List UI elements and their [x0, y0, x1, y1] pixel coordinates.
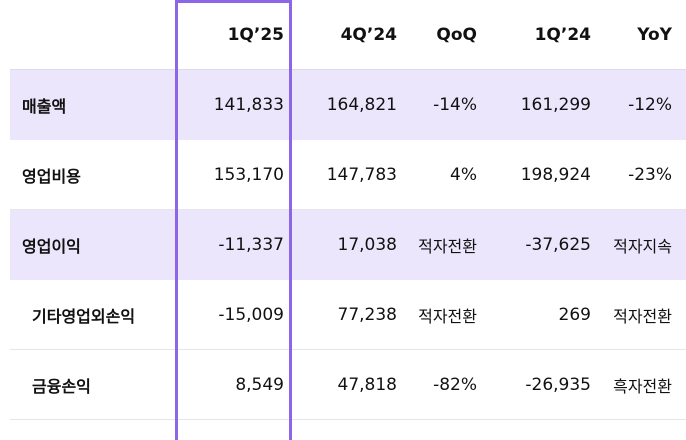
cell-1q25: -11,337: [218, 235, 284, 255]
cell-1q25: -15,009: [218, 304, 284, 325]
cell-4q24: 47,818: [337, 374, 397, 395]
header-qoq: QoQ: [436, 24, 477, 45]
cell-yoy: 흑자전환: [613, 376, 672, 396]
table-row-other-non-operating: 기타영업외손익 -15,009 77,238 적자전환 269 적자전환: [10, 280, 686, 350]
header-1q25: 1Q’25: [227, 24, 284, 45]
table-row-operating-income: 영업이익 -11,337 17,038 적자전환 -37,625 적자지속: [10, 210, 686, 280]
cell-4q24: 147,783: [326, 164, 397, 185]
row-label: 매출액: [22, 97, 67, 116]
table-header-row: 1Q’25 4Q’24 QoQ 1Q’24 YoY: [10, 0, 686, 70]
cell-yoy: 적자전환: [613, 306, 672, 326]
cell-qoq: -82%: [433, 374, 477, 395]
cell-1q25: 153,170: [213, 164, 284, 185]
cell-1q24: 198,924: [520, 164, 591, 185]
cell-1q24: -37,625: [525, 235, 591, 255]
table-row-operating-expense: 영업비용 153,170 147,783 4% 198,924 -23%: [10, 140, 686, 210]
row-label: 영업비용: [22, 166, 81, 186]
cell-1q24: 269: [558, 304, 591, 325]
header-1q24: 1Q’24: [534, 24, 591, 45]
table-row-revenue: 매출액 141,833 164,821 -14% 161,299 -12%: [10, 70, 686, 140]
cell-yoy: -23%: [628, 164, 672, 185]
cell-qoq: 적자전환: [418, 306, 477, 326]
header-4q24: 4Q’24: [340, 24, 397, 45]
row-label: 기타영업외손익: [32, 306, 136, 326]
table-row-financial-income: 금융손익 8,549 47,818 -82% -26,935 흑자전환: [10, 350, 686, 420]
cell-1q25: 141,833: [213, 95, 284, 115]
cell-1q24: 161,299: [520, 95, 591, 115]
cell-1q25: 8,549: [235, 374, 284, 395]
header-yoy: YoY: [637, 24, 672, 45]
cell-qoq: 4%: [450, 164, 477, 185]
cell-4q24: 17,038: [337, 235, 397, 255]
cell-yoy: 적자지속: [613, 237, 672, 256]
table-row-partial: [10, 420, 686, 440]
row-label: 금융손익: [32, 376, 91, 396]
cell-qoq: -14%: [433, 95, 477, 115]
cell-1q24: -26,935: [525, 374, 591, 395]
cell-4q24: 77,238: [337, 304, 397, 325]
cell-yoy: -12%: [628, 95, 672, 115]
cell-qoq: 적자전환: [418, 237, 477, 256]
row-label: 영업이익: [22, 237, 81, 256]
cell-4q24: 164,821: [326, 95, 397, 115]
